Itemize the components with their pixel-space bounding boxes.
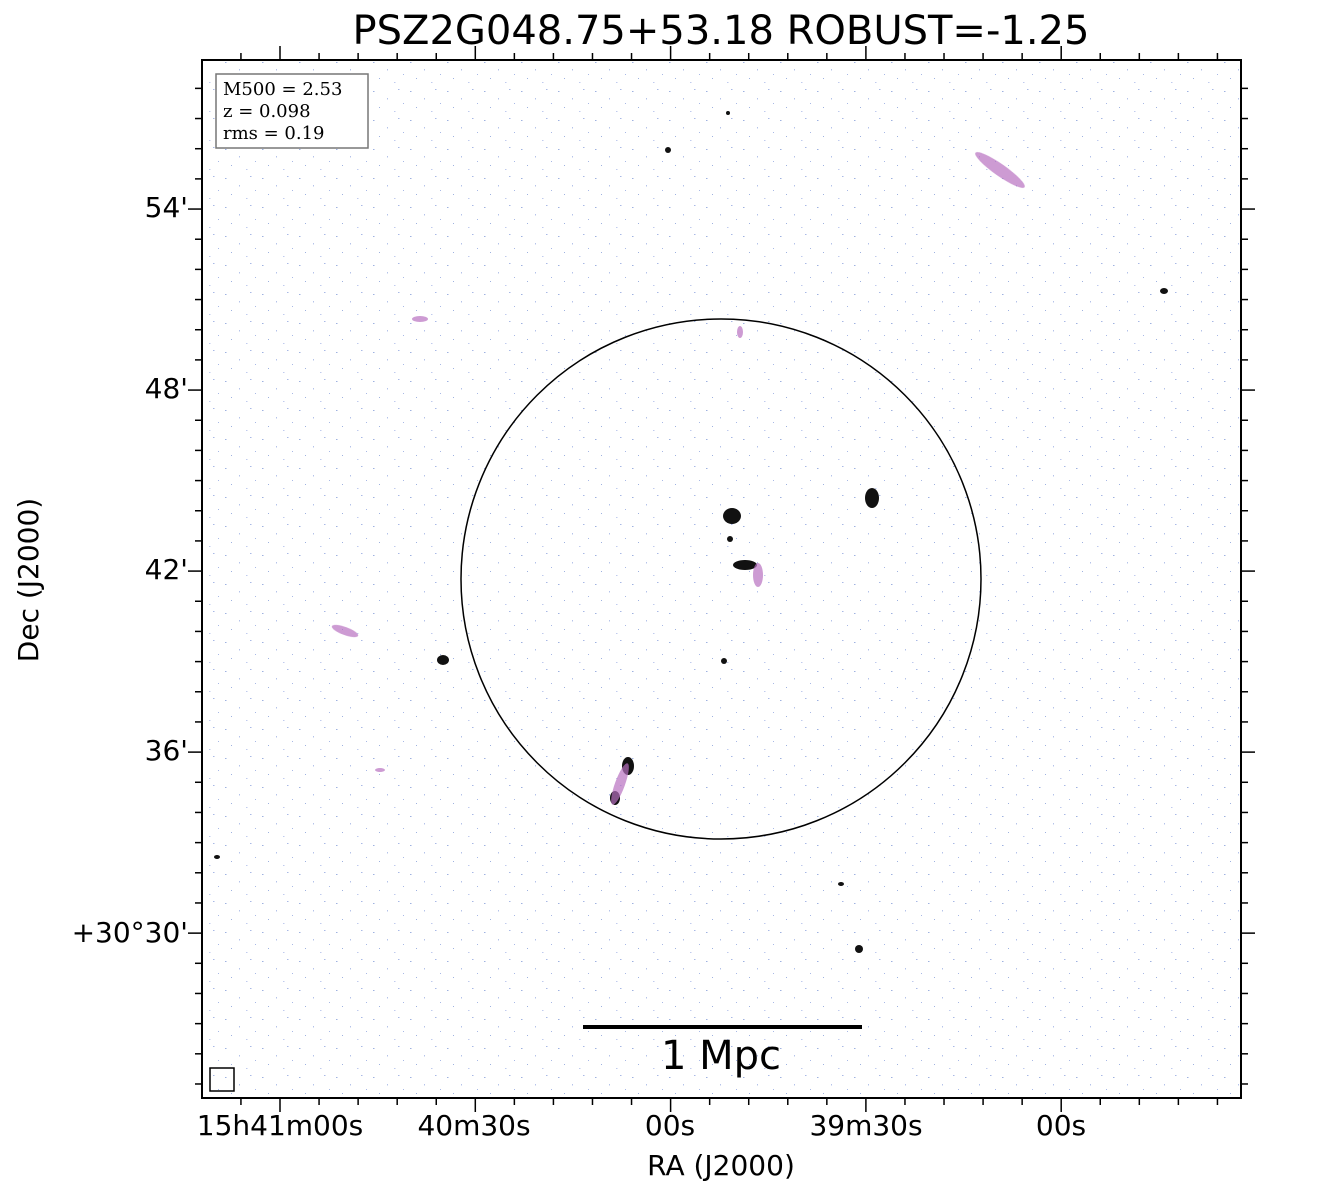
- title: PSZ2G048.75+53.18 ROBUST=-1.25: [353, 8, 1090, 54]
- x-axis-label: RA (J2000): [647, 1149, 795, 1182]
- y-tick-label: 48': [145, 372, 188, 405]
- image: [202, 60, 1241, 1098]
- scale-bar-label: 1 Mpc: [661, 1033, 781, 1079]
- x-tick-label: 15h41m00s: [197, 1109, 364, 1142]
- info-box: [215, 73, 369, 149]
- info-line: rms = 0.19: [223, 123, 325, 144]
- info-line: z = 0.098: [223, 101, 311, 122]
- ticks: [188, 46, 1255, 1112]
- frame: [201, 59, 1242, 1099]
- x-tick-label: 00s: [1036, 1109, 1086, 1142]
- y-tick-label: 54': [145, 191, 188, 224]
- x-tick-label: 39m30s: [809, 1109, 922, 1142]
- x-tick-label: 00s: [645, 1109, 695, 1142]
- y-tick-label: +30°30': [72, 916, 188, 949]
- y-tick-label: 42': [145, 553, 188, 586]
- y-axis-label: Dec (J2000): [12, 498, 45, 662]
- y-tick-label: 36': [145, 734, 188, 767]
- info-line: M500 = 2.53: [223, 79, 342, 100]
- x-tick-label: 40m30s: [417, 1109, 530, 1142]
